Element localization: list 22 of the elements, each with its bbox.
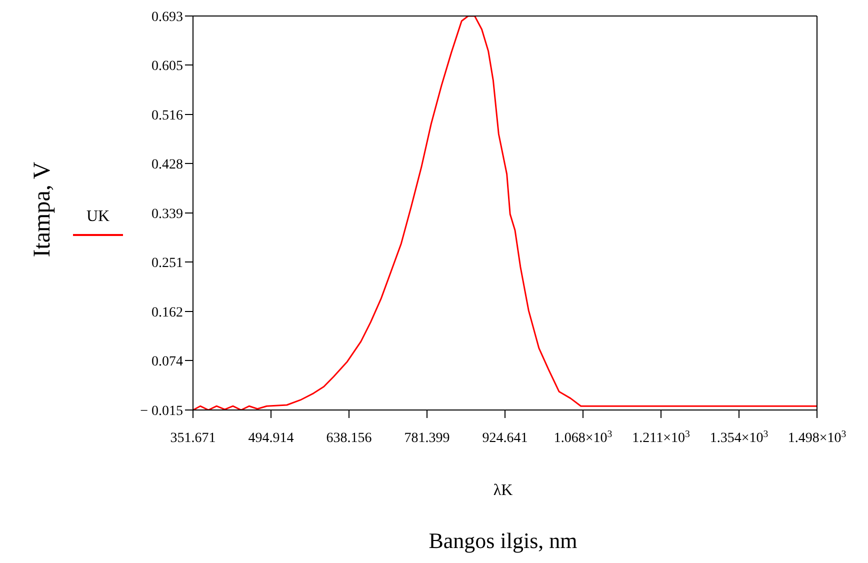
x-tick-label: 1.211×10$^{3}$	[632, 428, 690, 446]
x-tick-label: 1.068×10$^{3}$	[554, 428, 612, 446]
y-tick-label: 0.251	[152, 256, 183, 271]
x-tick-label: 1.498×10$^{3}$	[788, 428, 846, 446]
y-tick-label: − 0.015	[140, 404, 183, 419]
y-tick-label: 0.693	[152, 10, 183, 25]
y-tick-label: 0.339	[152, 207, 183, 222]
x-tick-label: 781.399	[404, 431, 450, 446]
y-tick-label: 0.605	[152, 58, 183, 74]
x-tick-label: 1.354×10$^{3}$	[710, 428, 768, 446]
text: λK	[492, 482, 514, 500]
y-tick-label: 0.428	[152, 157, 183, 172]
y-tick-label: 0.074	[152, 354, 183, 370]
y-tick-label: 0.162	[152, 306, 183, 320]
y-axis-title: Itampa, V	[30, 161, 56, 257]
x-axis-title: Bangos ilgis, nm	[428, 528, 578, 554]
x-tick-label: 638.156	[326, 431, 372, 446]
x-tick-label: 924.641	[482, 431, 528, 446]
text: UK	[86, 208, 110, 226]
x-tick-label: 351.671	[170, 431, 216, 446]
y-tick-label: 0.516	[152, 108, 183, 124]
x-tick-label: 494.914	[248, 431, 294, 446]
